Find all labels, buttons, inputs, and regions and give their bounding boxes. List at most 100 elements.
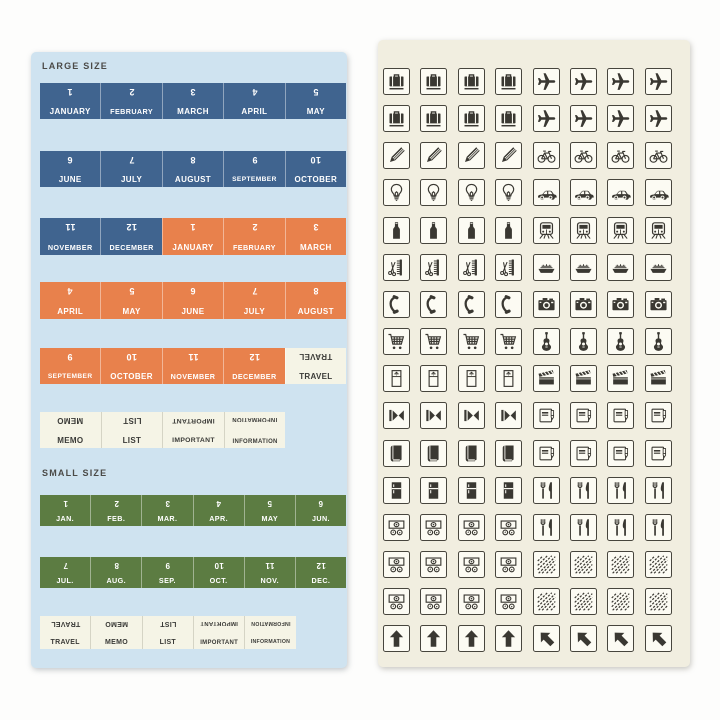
- train-icon: [613, 221, 628, 239]
- flipped-month-number: 1: [62, 499, 68, 508]
- flipped-label-text: IMPORTANT: [172, 416, 215, 424]
- camera-icon: [575, 297, 592, 311]
- flipped-month-number: 2: [128, 87, 135, 97]
- train-sticker: [644, 216, 672, 244]
- month-sticker: 6 JUNE: [40, 151, 101, 187]
- diagonal-pattern-sticker: [569, 588, 597, 616]
- pencil-icon: [502, 147, 517, 163]
- refrigerator-icon: [429, 481, 439, 499]
- telephone-sticker: [495, 290, 523, 318]
- suitcase-sticker: [420, 68, 448, 95]
- diagonal-pattern-icon: [611, 555, 631, 574]
- arrow-up-left-sticker: [644, 625, 672, 653]
- car-icon: [574, 191, 594, 201]
- suitcase-icon: [501, 111, 516, 127]
- month-name: AUGUST: [174, 174, 212, 184]
- suitcase-sticker: [420, 105, 448, 133]
- month-name: JAN.: [56, 514, 75, 524]
- bicycle-icon: [537, 150, 556, 164]
- airplane-sticker: [569, 68, 597, 95]
- month-name: SEPTEMBER: [47, 372, 93, 380]
- flipped-month-number: 4: [67, 286, 73, 296]
- money-sticker: [495, 513, 523, 541]
- pencil-icon: [390, 147, 405, 163]
- telephone-sticker: [383, 290, 410, 318]
- travelers-notebook-icon: [576, 409, 591, 423]
- telephone-icon: [501, 294, 511, 314]
- clapperboard-sticker: [532, 365, 560, 393]
- bicycle-sticker: [532, 142, 560, 170]
- flipped-month-number: 10: [310, 155, 322, 165]
- restaurant-sticker: [644, 476, 672, 504]
- icon-sticker-row: [383, 290, 672, 318]
- flipped-month-number: 9: [67, 352, 73, 362]
- suitcase-icon: [389, 111, 404, 127]
- month-sticker: 12 DECEMBER: [100, 218, 162, 255]
- flipped-month-number: 2: [113, 499, 119, 508]
- camera-icon: [538, 297, 555, 311]
- barber-icon: [462, 259, 477, 276]
- travelers-notebook-icon: [576, 446, 591, 460]
- icon-sticker-row: [383, 365, 672, 393]
- month-sticker: 12 DECEMBER: [223, 348, 285, 384]
- bed-icon: [391, 370, 402, 388]
- icon-sticker-row: [383, 142, 672, 170]
- month-name: JULY: [243, 306, 266, 316]
- label-sticker: IMPORTANT IMPORTANT: [162, 412, 224, 448]
- arrow-up-icon: [427, 630, 441, 647]
- ship-sticker: [569, 253, 597, 281]
- ship-sticker: [607, 253, 635, 281]
- ship-icon: [575, 264, 592, 273]
- month-sticker: 9 SEPTEMBER: [40, 348, 101, 384]
- month-name: MAR.: [157, 514, 178, 524]
- month-sticker: 10 OCTOBER: [100, 348, 162, 384]
- guitar-sticker: [607, 328, 635, 356]
- airplane-icon: [574, 110, 593, 127]
- guitar-sticker: [569, 328, 597, 356]
- diagonal-pattern-icon: [574, 555, 593, 574]
- small-size-label: SMALL SIZE: [42, 468, 108, 478]
- icon-sticker-row: [383, 179, 672, 207]
- restaurant-icon: [540, 481, 552, 499]
- month-name: MARCH: [177, 106, 209, 116]
- icon-sticker-row: [383, 105, 672, 133]
- diagonal-pattern-icon: [574, 592, 593, 611]
- flipped-month-number: 5: [267, 499, 273, 508]
- bicycle-icon: [611, 150, 630, 164]
- shopping-cart-sticker: [383, 328, 410, 356]
- restaurant-sticker: [569, 476, 597, 504]
- icon-sticker-row: [383, 68, 672, 95]
- train-icon: [576, 221, 591, 239]
- suitcase-sticker: [457, 105, 485, 133]
- book-icon: [502, 444, 514, 462]
- month-name: OCTOBER: [110, 371, 153, 381]
- label-sticker: LIST LIST: [100, 412, 163, 448]
- train-sticker: [569, 216, 597, 244]
- month-name: DECEMBER: [232, 372, 277, 382]
- month-sticker: 5 MAY: [100, 282, 162, 319]
- ship-icon: [650, 264, 667, 273]
- label-text: LIST: [159, 638, 176, 646]
- money-icon: [425, 594, 442, 610]
- icon-sticker-row: [383, 476, 672, 504]
- lightbulb-icon: [465, 184, 478, 202]
- barber-sticker: [383, 253, 410, 281]
- flipped-month-number: 8: [190, 155, 196, 165]
- arrow-up-left-icon: [615, 632, 629, 647]
- guitar-sticker: [644, 328, 672, 356]
- restaurant-sticker: [569, 513, 597, 541]
- month-sticker: 1 JAN.: [40, 495, 91, 526]
- ship-icon: [538, 264, 555, 273]
- month-sticker: 9 SEPTEMBER: [223, 151, 285, 187]
- wine-bottle-icon: [430, 221, 438, 239]
- projector-sticker: [420, 402, 448, 430]
- arrow-up-icon: [502, 630, 516, 647]
- flipped-month-number: 8: [113, 561, 119, 570]
- bicycle-icon: [574, 150, 593, 164]
- flipped-month-number: 11: [64, 222, 76, 232]
- book-icon: [390, 444, 402, 462]
- flipped-month-number: 9: [251, 155, 258, 165]
- month-name: DECEMBER: [109, 243, 154, 253]
- flipped-month-number: 4: [216, 499, 222, 508]
- suitcase-icon: [389, 74, 404, 90]
